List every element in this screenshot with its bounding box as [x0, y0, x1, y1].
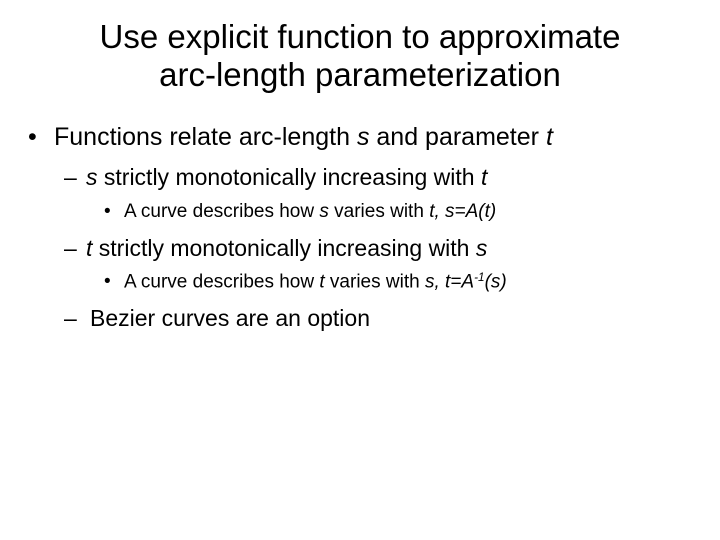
bullet-text: Functions relate arc-length s and parame… — [54, 122, 700, 153]
title-line-2: arc-length parameterization — [159, 56, 561, 93]
var-t: t — [481, 164, 487, 190]
bullet-text: t strictly monotonically increasing with… — [86, 234, 700, 263]
bullet-dot-icon: • — [104, 270, 124, 294]
equation-left: t=A — [445, 272, 474, 293]
bullet-text: A curve describes how t varies with s, t… — [124, 270, 700, 294]
dash-icon: – — [64, 234, 86, 263]
text-fragment: A curve describes how — [124, 201, 319, 222]
slide-title: Use explicit function to approximate arc… — [60, 18, 660, 94]
text-fragment: and parameter — [369, 123, 546, 151]
text-fragment: strictly monotonically increasing with — [92, 235, 475, 261]
bullet-level2: – s strictly monotonically increasing wi… — [64, 163, 700, 192]
bullet-level3: • A curve describes how s varies with t,… — [104, 200, 700, 224]
slide: Use explicit function to approximate arc… — [0, 0, 720, 540]
dash-icon: – — [64, 163, 86, 192]
bullet-text: s strictly monotonically increasing with… — [86, 163, 700, 192]
bullet-level2: – Bezier curves are an option — [64, 304, 700, 333]
text-fragment: varies with — [329, 201, 429, 222]
var-t: t, — [429, 201, 445, 222]
title-line-1: Use explicit function to approximate — [100, 18, 621, 55]
text-fragment: Functions relate arc-length — [54, 123, 357, 151]
bullet-dot-icon: • — [104, 200, 124, 224]
var-s: s — [319, 201, 329, 222]
text-fragment: A curve describes how — [124, 272, 319, 293]
dash-icon: – — [64, 304, 90, 333]
var-s: s, — [425, 272, 445, 293]
equation-exponent: -1 — [474, 271, 484, 284]
bullet-text: Bezier curves are an option — [90, 304, 700, 333]
bullet-level2: – t strictly monotonically increasing wi… — [64, 234, 700, 263]
text-fragment: strictly monotonically increasing with — [98, 164, 481, 190]
var-s: s — [86, 164, 98, 190]
equation-right: (s) — [485, 272, 507, 293]
bullet-text: A curve describes how s varies with t, s… — [124, 200, 700, 224]
bullet-level1: • Functions relate arc-length s and para… — [20, 122, 700, 153]
var-s: s — [476, 235, 488, 261]
var-s: s — [357, 123, 370, 151]
var-t: t — [546, 123, 553, 151]
equation: s=A(t) — [445, 201, 496, 222]
text-fragment: varies with — [325, 272, 425, 293]
bullet-dot-icon: • — [20, 122, 54, 153]
bullet-level3: • A curve describes how t varies with s,… — [104, 270, 700, 294]
